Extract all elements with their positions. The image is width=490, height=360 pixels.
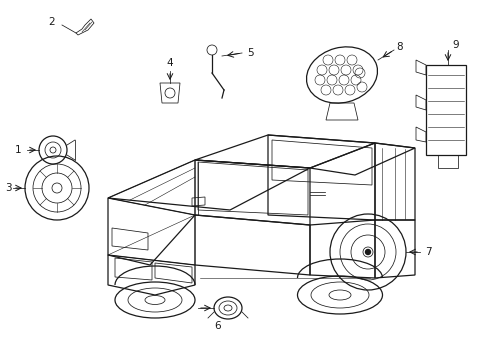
Text: 9: 9 bbox=[453, 40, 459, 50]
Text: 6: 6 bbox=[215, 321, 221, 331]
Text: 7: 7 bbox=[425, 247, 431, 257]
Circle shape bbox=[366, 249, 370, 255]
Text: 1: 1 bbox=[15, 145, 21, 155]
Text: 2: 2 bbox=[49, 17, 55, 27]
Text: 5: 5 bbox=[246, 48, 253, 58]
Text: 3: 3 bbox=[5, 183, 11, 193]
Text: 8: 8 bbox=[397, 42, 403, 52]
Text: 4: 4 bbox=[167, 58, 173, 68]
